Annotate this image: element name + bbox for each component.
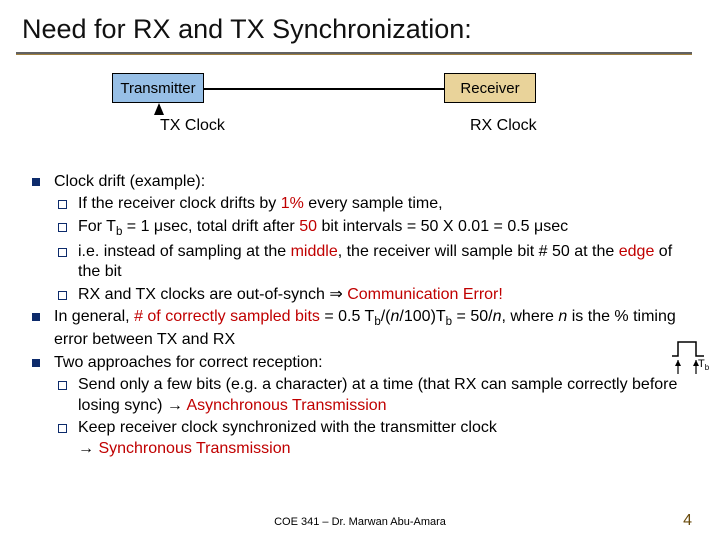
- text-red: Asynchronous Transmission: [183, 397, 387, 414]
- sub-bullet-async: Send only a few bits (e.g. a character) …: [28, 375, 692, 416]
- transmitter-box: Transmitter: [112, 73, 204, 103]
- text: Keep receiver clock synchronized with th…: [78, 419, 497, 436]
- text-red: # of correctly sampled bits: [134, 308, 320, 325]
- bullet-clock-drift: Clock drift (example):: [28, 172, 692, 192]
- text: /100)T: [399, 308, 445, 325]
- text: = 1 μsec, total drift after: [122, 218, 299, 235]
- sub-bullet-out-of-sync: RX and TX clocks are out-of-synch ⇒ Comm…: [28, 285, 692, 305]
- sub-bullet-sync: Keep receiver clock synchronized with th…: [28, 418, 692, 459]
- text-red: 1%: [281, 195, 304, 212]
- text: Two approaches for correct reception:: [54, 354, 323, 371]
- text-ital: n: [558, 308, 567, 325]
- text-red: Communication Error!: [343, 286, 503, 303]
- tb-pulse-diagram: Tb: [670, 338, 712, 382]
- text-red: edge: [619, 243, 655, 260]
- slide: Need for RX and TX Synchronization: Tran…: [0, 0, 720, 540]
- text: In general,: [54, 308, 134, 325]
- bullet-general: In general, # of correctly sampled bits …: [28, 307, 692, 350]
- receiver-box: Receiver: [444, 73, 536, 103]
- text: , where: [501, 308, 558, 325]
- content-area: Clock drift (example): If the receiver c…: [28, 172, 692, 461]
- tx-clock-label: TX Clock: [160, 117, 225, 135]
- sub-bullet-tb: For Tb = 1 μsec, total drift after 50 bi…: [28, 217, 692, 240]
- text: If the receiver clock drifts by: [78, 195, 281, 212]
- text: = 50/: [452, 308, 492, 325]
- text: i.e. instead of sampling at the: [78, 243, 291, 260]
- text: every sample time,: [304, 195, 443, 212]
- page-number: 4: [683, 512, 692, 530]
- sub-bullet-middle-edge: i.e. instead of sampling at the middle, …: [28, 242, 692, 283]
- text-red: middle: [291, 243, 338, 260]
- text-red: Synchronous Transmission: [94, 440, 291, 457]
- title-underline: [16, 52, 692, 55]
- rx-clock-label: RX Clock: [470, 117, 537, 135]
- text: /(: [381, 308, 391, 325]
- tx-clock-arrow-icon: [154, 103, 164, 115]
- text: , the receiver will sample bit # 50 at t…: [338, 243, 619, 260]
- text: Clock drift (example):: [54, 173, 205, 190]
- arrow-icon: →: [167, 397, 183, 414]
- text: = 0.5 T: [320, 308, 374, 325]
- implies-icon: ⇒: [329, 286, 342, 303]
- text: RX and TX clocks are out-of-synch: [78, 286, 329, 303]
- arrow-icon: →: [78, 440, 94, 457]
- slide-title: Need for RX and TX Synchronization:: [22, 14, 698, 45]
- text: For T: [78, 218, 116, 235]
- text: bit intervals = 50 X 0.01 = 0.5 μsec: [317, 218, 568, 235]
- link-line: [204, 88, 444, 90]
- tx-rx-diagram: Transmitter Receiver TX Clock RX Clock: [22, 61, 698, 147]
- text-red: 50: [299, 218, 317, 235]
- tb-label: Tb: [698, 358, 709, 372]
- bullet-two-approaches: Two approaches for correct reception:: [28, 353, 692, 373]
- sub-bullet-1pct: If the receiver clock drifts by 1% every…: [28, 194, 692, 214]
- footer-text: COE 341 – Dr. Marwan Abu-Amara: [0, 516, 720, 528]
